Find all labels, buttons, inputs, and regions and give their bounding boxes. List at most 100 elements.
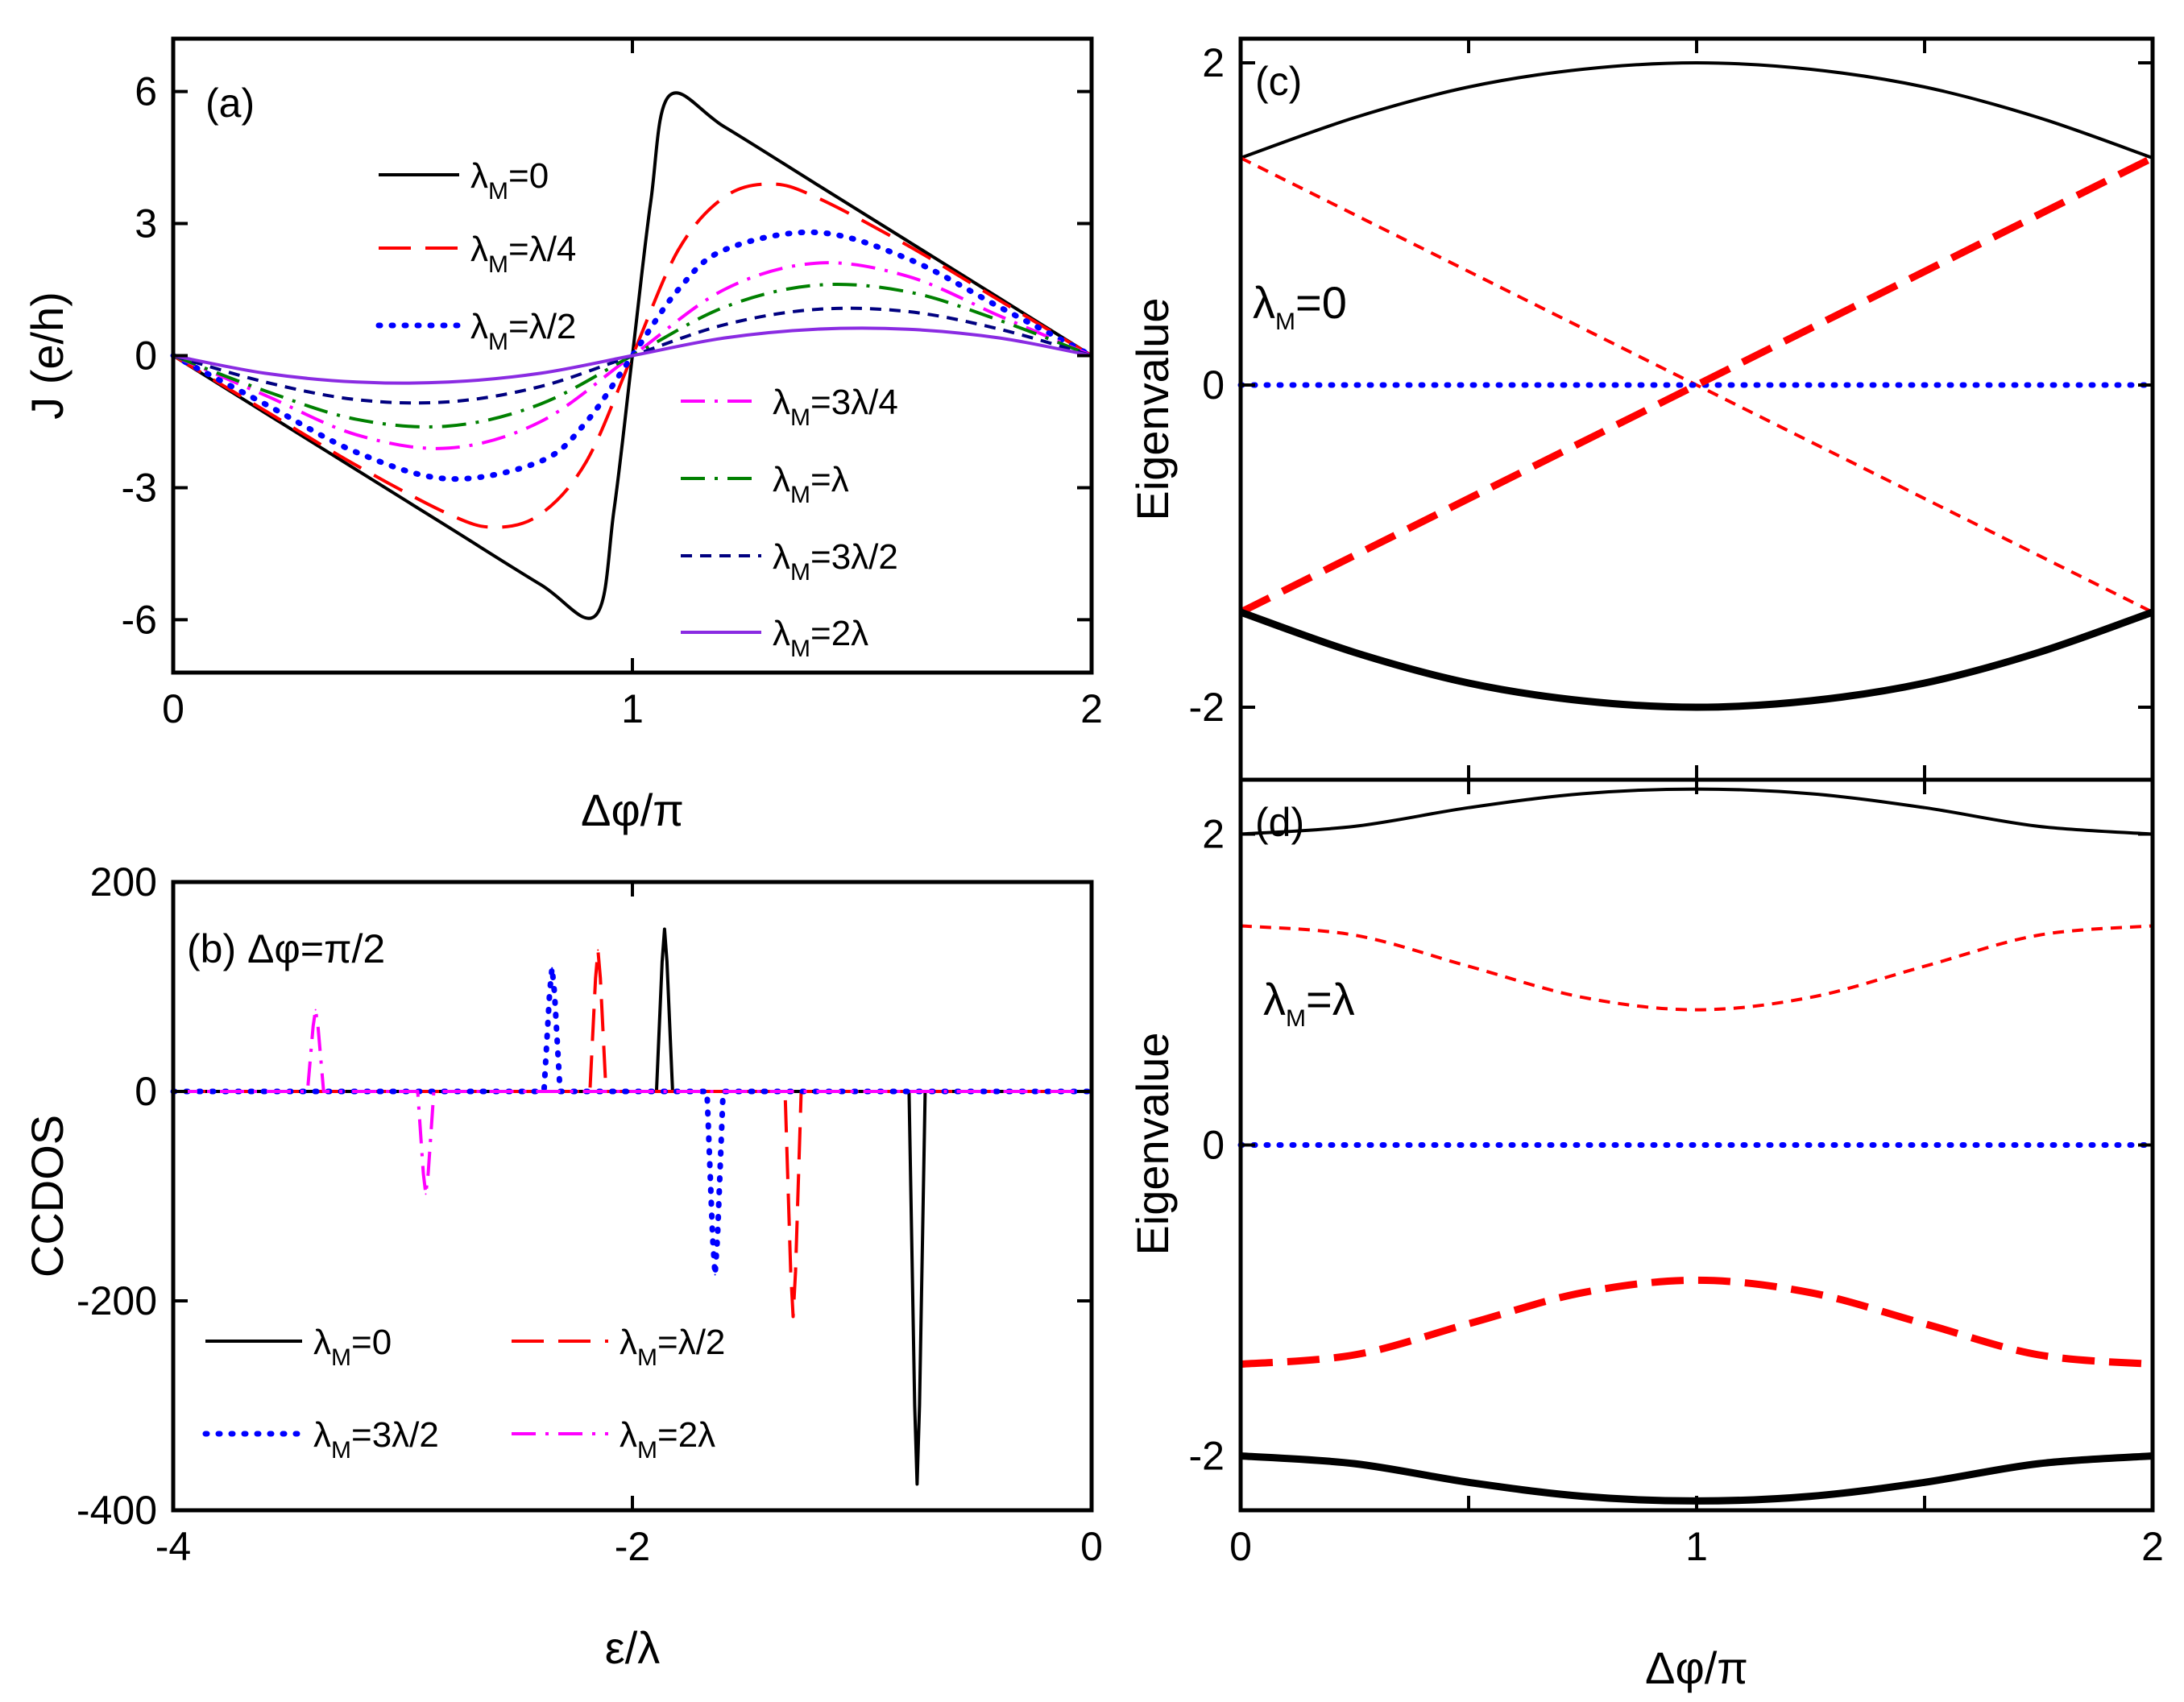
y-tick-label: 0 — [135, 333, 157, 379]
label-suffix: =λ/2 — [508, 307, 576, 346]
label-subscript: M — [488, 329, 508, 355]
y-tick-label: -200 — [77, 1278, 157, 1323]
y-axis-label: Eigenvalue — [1127, 1032, 1178, 1255]
label-suffix: =λ/2 — [657, 1323, 725, 1362]
label-main: λ — [1263, 974, 1286, 1025]
y-tick-label: -3 — [122, 465, 157, 510]
peak-point — [792, 1315, 794, 1318]
x-tick-label: 0 — [1229, 1524, 1252, 1569]
panel-d-eigenvalue-lambda: 0 1 2 Δφ/π -2 0 2 Eigenvalue (d) λM=λ — [1127, 777, 2164, 1693]
label-main: λ — [470, 156, 488, 196]
eigenvalue-line — [1238, 154, 2155, 616]
y-tick-label: -2 — [1189, 1433, 1225, 1478]
legend-entry-label: λM=λ/2 — [470, 307, 576, 355]
label-suffix: =3λ/4 — [810, 383, 898, 422]
label-suffix: =0 — [351, 1323, 392, 1362]
label-suffix: =2λ — [810, 614, 868, 653]
x-tick-label: 2 — [1080, 686, 1103, 731]
peak-point — [714, 1273, 716, 1276]
eigenvalue-line — [1240, 61, 2153, 159]
peak-point — [597, 949, 599, 951]
y-tick-label: 0 — [1202, 1123, 1225, 1168]
label-subscript: M — [488, 178, 508, 205]
x-axis-label: Δφ/π — [1645, 1642, 1748, 1693]
peak-point — [916, 1483, 918, 1485]
y-tick-label: -2 — [1189, 685, 1225, 730]
label-subscript: M — [790, 404, 810, 431]
label-suffix: =λ/4 — [508, 230, 576, 269]
peak-point — [551, 967, 553, 969]
panel-label: (c) — [1255, 59, 1302, 104]
label-main: λ — [620, 1415, 637, 1455]
label-main: λ — [1253, 277, 1275, 328]
label-suffix: =λ — [810, 460, 849, 499]
y-tick-label: -6 — [122, 597, 157, 642]
label-subscript: M — [1286, 1005, 1306, 1032]
y-tick-label: 200 — [90, 859, 157, 905]
label-suffix: =0 — [1295, 277, 1347, 328]
x-tick-label: 1 — [621, 686, 644, 731]
eigenvalue-line — [1239, 608, 2154, 711]
label-main: λ — [773, 614, 790, 653]
panel-c-eigenvalue-lambda0: -2 0 2 Eigenvalue (c) λM=0 — [1127, 36, 2156, 782]
lambda-annotation: λM=λ — [1263, 974, 1355, 1032]
eigenvalue-line — [1240, 1276, 2153, 1369]
plot-frame — [1238, 36, 2155, 782]
label-main: λ — [470, 307, 488, 346]
y-tick-label: -400 — [77, 1488, 157, 1533]
legend-entry-label: λM=λ/4 — [470, 230, 576, 278]
legend-entry-label: λM=λ/2 — [620, 1323, 725, 1371]
x-tick-label: 2 — [2141, 1524, 2164, 1569]
x-tick-label: 0 — [162, 686, 184, 731]
peak-point — [663, 928, 665, 930]
x-axis-label: Δφ/π — [581, 785, 684, 835]
label-subscript: M — [1275, 309, 1295, 335]
label-suffix: =0 — [508, 156, 549, 196]
label-main: λ — [313, 1323, 331, 1362]
y-tick-label: 0 — [135, 1069, 157, 1114]
label-main: λ — [773, 383, 790, 422]
y-tick-label: 2 — [1202, 40, 1225, 85]
label-main: λ — [470, 230, 488, 269]
eigenvalue-line — [1240, 156, 2153, 614]
panel-label: (d) — [1255, 800, 1304, 845]
peak-point — [425, 1193, 427, 1195]
y-tick-label: 2 — [1202, 812, 1225, 857]
series-line — [173, 948, 1092, 1319]
label-suffix: =2λ — [657, 1415, 715, 1455]
legend-entry-label: λM=3λ/2 — [313, 1415, 439, 1464]
x-tick-label: -4 — [155, 1524, 191, 1569]
label-subscript: M — [790, 636, 810, 662]
panel-label: (b) Δφ=π/2 — [187, 926, 385, 971]
y-tick-label: 0 — [1202, 362, 1225, 408]
lambda-annotation: λM=0 — [1253, 277, 1347, 335]
panel-label: (a) — [205, 81, 255, 126]
label-subscript: M — [790, 482, 810, 508]
label-suffix: =λ — [1306, 974, 1355, 1025]
y-tick-label: 6 — [135, 69, 157, 114]
label-subscript: M — [331, 1344, 351, 1371]
legend-entry-label: λM=3λ/2 — [773, 537, 898, 586]
series-line — [172, 182, 1093, 529]
label-suffix: =3λ/2 — [810, 537, 898, 577]
legend-entry-label: λM=3λ/4 — [773, 383, 898, 431]
label-main: λ — [773, 460, 790, 499]
series-line — [170, 965, 1095, 1278]
series-line — [172, 326, 1092, 385]
label-subscript: M — [488, 251, 508, 278]
x-tick-label: 0 — [1080, 1524, 1103, 1569]
eigenvalue-line — [1240, 924, 2153, 1012]
x-axis-label: ε/λ — [605, 1622, 661, 1673]
series-line — [173, 1008, 1092, 1196]
label-subscript: M — [637, 1344, 657, 1371]
y-axis-label: J (e/h) — [22, 292, 73, 420]
label-subscript: M — [331, 1437, 351, 1464]
legend-entry-label: λM=2λ — [773, 614, 868, 662]
legend-entry-label: λM=0 — [313, 1323, 392, 1371]
label-main: λ — [773, 537, 790, 577]
y-tick-label: 3 — [135, 201, 157, 246]
x-tick-label: -2 — [615, 1524, 650, 1569]
eigenvalue-line — [1240, 1452, 2153, 1505]
